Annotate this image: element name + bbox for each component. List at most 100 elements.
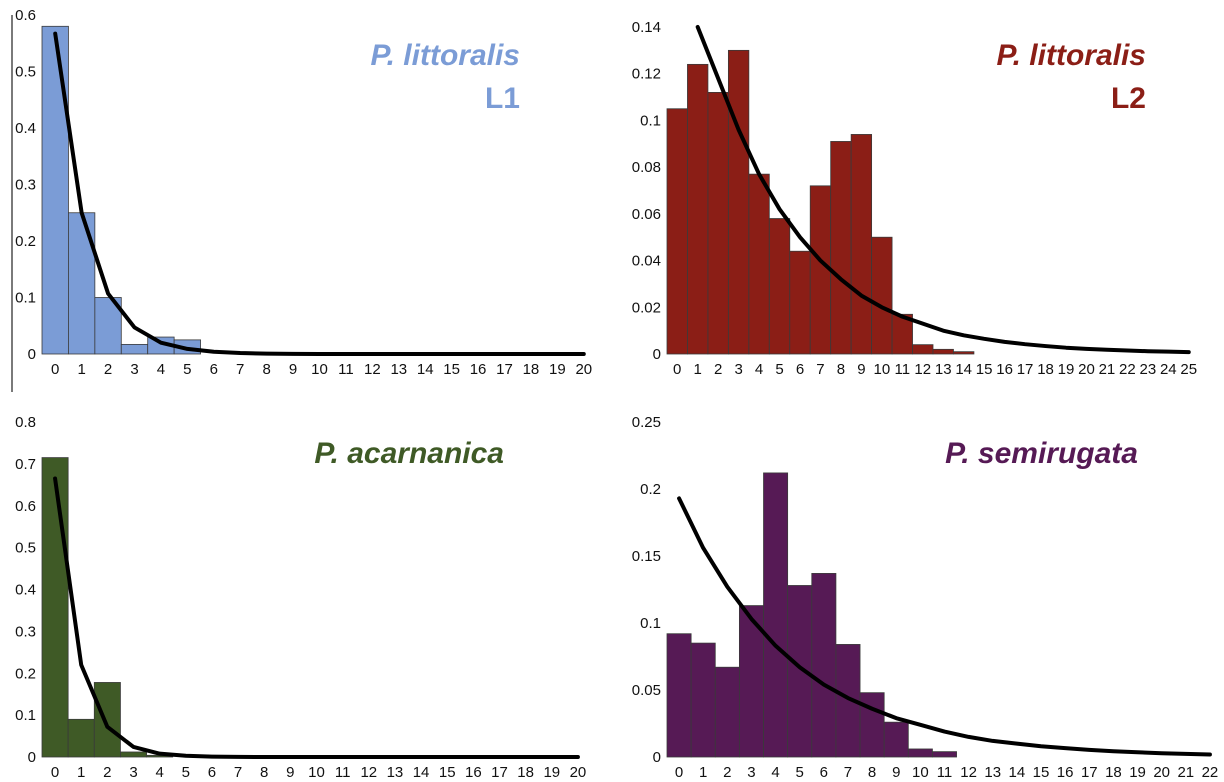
bar [67, 718, 95, 758]
x-tick-label: 6 [820, 764, 828, 781]
y-tick-label: 0.04 [632, 253, 661, 270]
x-tick-label: 0 [673, 361, 681, 378]
x-tick-label: 18 [517, 764, 534, 781]
x-tick-label: 8 [262, 361, 270, 378]
bar [789, 250, 811, 355]
x-tick-label: 12 [360, 764, 377, 781]
x-tick-label: 23 [1140, 361, 1157, 378]
x-tick-label: 0 [675, 764, 683, 781]
y-tick-label: 0.6 [15, 498, 36, 515]
y-tick-label: 0.1 [640, 112, 661, 129]
chart-title: P. littoralis [996, 39, 1146, 72]
x-tick-label: 10 [308, 764, 325, 781]
x-tick-label: 3 [130, 361, 138, 378]
bar [120, 751, 147, 758]
y-tick-label: 0.3 [15, 623, 36, 640]
y-tick-label: 0.06 [632, 206, 661, 223]
x-tick-label: 14 [413, 764, 430, 781]
y-tick-label: 0.05 [632, 682, 661, 699]
y-tick-label: 0.7 [15, 456, 36, 473]
x-tick-label: 12 [960, 764, 977, 781]
y-tick-label: 0.5 [15, 64, 36, 81]
x-tick-label: 6 [208, 764, 216, 781]
x-tick-label: 13 [387, 764, 404, 781]
x-tick-label: 5 [182, 764, 190, 781]
x-tick-label: 15 [443, 361, 460, 378]
panel-littoralis-l1: 00.10.20.30.40.50.60 1 2 3 4 5 6 7 8 9 10 11 12 13 14 1… [11, 7, 592, 392]
bar [768, 218, 791, 355]
bar [666, 108, 688, 355]
bar [883, 721, 909, 758]
panel-semirugata: 00.050.10.150.20.250 1 2 3 4 5 6 7 8 9 10 11 12 13 14 1… [632, 414, 1218, 781]
bar [41, 25, 69, 355]
y-tick-label: 0 [653, 346, 661, 363]
chart-title: P. littoralis [370, 39, 520, 72]
x-tick-label: 8 [837, 361, 845, 378]
bar [907, 748, 933, 758]
x-tick-label: 7 [844, 764, 852, 781]
x-tick-label: 17 [1017, 361, 1034, 378]
y-tick-label: 0.2 [640, 481, 661, 498]
y-tick-label: 0.25 [632, 414, 661, 431]
panel-littoralis-l2: 00.020.040.060.080.10.120.140 1 2 3 4 5 6 7 8 9 10… [632, 19, 1197, 378]
x-tick-label: 14 [1009, 764, 1026, 781]
x-tick-label: 22 [1119, 361, 1136, 378]
x-tick-label: 7 [816, 361, 824, 378]
bar [891, 313, 913, 355]
x-tick-label: 9 [286, 764, 294, 781]
x-tick-label: 4 [755, 361, 763, 378]
y-tick-label: 0.6 [15, 7, 36, 24]
y-tick-label: 0.4 [15, 120, 36, 137]
x-tick-label: 18 [1037, 361, 1054, 378]
y-tick-label: 0.08 [632, 159, 661, 176]
chart-title: P. semirugata [945, 437, 1138, 470]
chart-subtitle: L2 [1111, 82, 1146, 115]
x-tick-label: 5 [775, 361, 783, 378]
x-tick-label: 12 [364, 361, 381, 378]
x-tick-label: 9 [289, 361, 297, 378]
x-tick-label: 4 [157, 361, 165, 378]
x-tick-label: 3 [734, 361, 742, 378]
bar [830, 141, 852, 355]
x-tick-label: 15 [1033, 764, 1050, 781]
bar [748, 173, 770, 355]
x-tick-label: 10 [874, 361, 891, 378]
x-tick-label: 2 [103, 764, 111, 781]
x-tick-label: 5 [796, 764, 804, 781]
fitted-curve [53, 476, 580, 759]
x-tick-label: 18 [1105, 764, 1122, 781]
x-tick-label: 17 [1081, 764, 1098, 781]
bar [727, 49, 750, 355]
y-tick-label: 0.15 [632, 548, 661, 565]
x-tick-label: 5 [183, 361, 191, 378]
y-tick-label: 0.2 [15, 233, 36, 250]
x-tick-label: 8 [260, 764, 268, 781]
x-tick-label: 15 [976, 361, 993, 378]
x-tick-label: 21 [1177, 764, 1194, 781]
bar [859, 692, 885, 758]
bar [41, 457, 69, 758]
x-tick-label: 2 [714, 361, 722, 378]
x-tick-label: 14 [417, 361, 434, 378]
x-tick-label: 6 [210, 361, 218, 378]
x-tick-label: 20 [570, 764, 587, 781]
y-tick-label: 0.1 [640, 615, 661, 632]
y-tick-label: 0.5 [15, 540, 36, 557]
x-tick-label: 11 [895, 361, 911, 378]
x-tick-label: 8 [868, 764, 876, 781]
y-tick-label: 0.2 [15, 665, 36, 682]
x-tick-label: 2 [723, 764, 731, 781]
x-tick-label: 13 [935, 361, 952, 378]
bar [666, 633, 692, 758]
bar [120, 343, 149, 355]
bar [690, 642, 716, 758]
x-tick-label: 13 [984, 764, 1001, 781]
x-tick-label: 10 [311, 361, 328, 378]
x-tick-label: 13 [390, 361, 407, 378]
x-tick-label: 7 [236, 361, 244, 378]
bar [93, 682, 121, 758]
x-tick-label: 11 [338, 361, 354, 378]
x-tick-label: 25 [1180, 361, 1197, 378]
bar [714, 666, 740, 758]
